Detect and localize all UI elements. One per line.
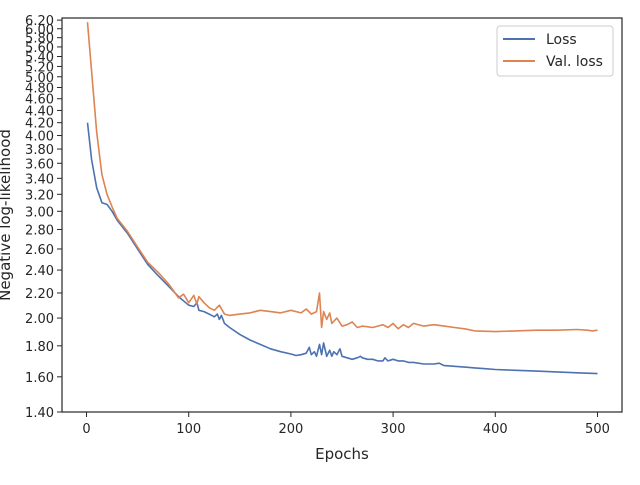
- y-tick-label: 6.20: [25, 14, 54, 29]
- series-line-loss: [86, 122, 598, 375]
- y-tick-label: 3.40: [25, 172, 54, 187]
- y-tick-label: 2.60: [25, 243, 54, 258]
- y-tick-label: 3.20: [25, 188, 54, 203]
- y-tick-label: 5.20: [25, 60, 54, 75]
- y-tick-label: 4.80: [25, 82, 54, 97]
- legend-val-loss-label: Val. loss: [546, 54, 603, 70]
- y-tick-label: 2.80: [25, 223, 54, 238]
- y-tick-label: 5.80: [25, 32, 54, 47]
- x-tick-label: 0: [82, 422, 90, 437]
- y-axis-label: Negative log-likelihood: [0, 129, 14, 301]
- y-tick-label: 5.00: [25, 71, 54, 86]
- y-tick-label: 2.20: [25, 287, 54, 302]
- y-tick-label: 4.60: [25, 93, 54, 108]
- series-layer: [86, 22, 598, 375]
- x-axis-ticks: 0 100 200 300 400 500: [82, 412, 610, 437]
- y-tick-label: 3.60: [25, 157, 54, 172]
- x-tick-label: 200: [278, 422, 303, 437]
- plot-frame: [61, 17, 623, 413]
- x-tick-label: 500: [585, 422, 610, 437]
- legend-loss-label: Loss: [546, 32, 577, 48]
- y-tick-label: 1.40: [25, 406, 54, 421]
- y-tick-label: 3.00: [25, 205, 54, 220]
- y-tick-label: 6.00: [25, 23, 54, 38]
- y-axis-ticks: 1.40 1.60 1.80 2.00 2.20 2.40 2.60 2.80 3.00 3.20…: [25, 14, 62, 421]
- x-tick-label: 400: [483, 422, 508, 437]
- y-tick-label: 2.40: [25, 264, 54, 279]
- y-tick-label: 4.20: [25, 117, 54, 132]
- x-axis-label: Epochs: [315, 445, 369, 463]
- legend: Loss Val. loss: [496, 25, 614, 77]
- y-tick-label: 4.00: [25, 130, 54, 145]
- y-tick-label: 5.60: [25, 41, 54, 56]
- y-tick-label: 2.00: [25, 312, 54, 327]
- y-tick-label: 5.40: [25, 50, 54, 65]
- x-tick-label: 300: [381, 422, 406, 437]
- y-tick-label: 1.80: [25, 340, 54, 355]
- x-tick-label: 100: [176, 422, 201, 437]
- y-tick-label: 4.40: [25, 104, 54, 119]
- y-tick-label: 3.80: [25, 143, 54, 158]
- series-line-val-loss: [86, 22, 598, 333]
- y-tick-label: 1.60: [25, 371, 54, 386]
